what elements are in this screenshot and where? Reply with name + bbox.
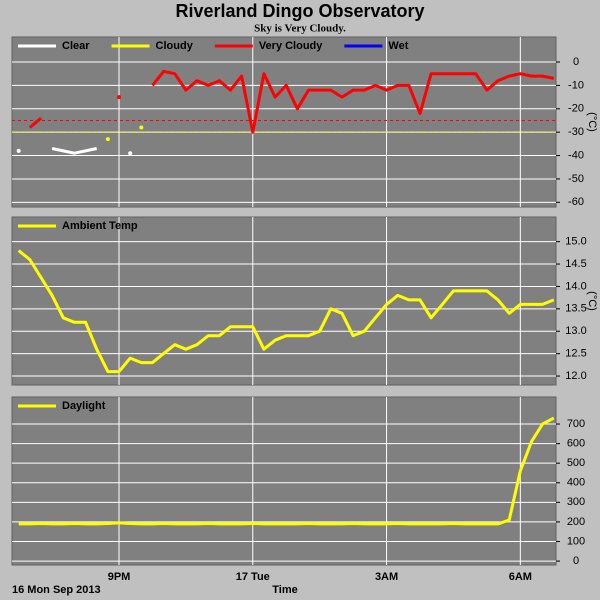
y-tick-label: 14.5 — [565, 258, 586, 270]
series-point — [105, 137, 110, 142]
y-tick-label: 500 — [567, 457, 585, 469]
y-tick-label: 13.0 — [565, 325, 586, 337]
y-tick-label: 12.0 — [565, 370, 586, 382]
y-tick-label: 400 — [567, 477, 585, 489]
plot-area — [11, 216, 557, 386]
y-tick-label: 700 — [567, 418, 585, 430]
y-tick-label: 0 — [573, 56, 579, 68]
x-tick-label: 3AM — [375, 571, 398, 583]
chart-title: Riverland Dingo Observatory — [175, 1, 424, 21]
y-tick-label: 12.5 — [565, 348, 586, 360]
y-tick-label: -60 — [568, 196, 584, 208]
y-tick-label: 100 — [567, 535, 585, 547]
legend-label: Wet — [388, 40, 408, 52]
y-tick-label: -40 — [568, 149, 584, 161]
series-point — [16, 148, 21, 153]
series-line — [17, 249, 555, 374]
date-label: 16 Mon Sep 2013 — [12, 584, 101, 596]
legend-label: Very Cloudy — [259, 40, 323, 52]
plot-area — [11, 396, 557, 566]
series-line — [18, 416, 555, 526]
legend-label: Clear — [62, 40, 90, 52]
y-tick-label: -10 — [568, 79, 584, 91]
x-axis-label: Time — [272, 584, 297, 596]
series-point — [128, 151, 133, 156]
y-tick-label: 600 — [567, 438, 585, 450]
x-tick-label: 6AM — [509, 571, 532, 583]
legend-label: Ambient Temp — [62, 220, 138, 232]
y-tick-label: -20 — [568, 103, 584, 115]
chart-subtitle: Sky is Very Cloudy. — [254, 23, 346, 35]
y-tick-label: 13.5 — [565, 303, 586, 315]
series-line — [28, 69, 555, 134]
x-tick-label: 17 Tue — [236, 571, 270, 583]
legend-label: Daylight — [62, 400, 106, 412]
series-point — [139, 125, 144, 130]
x-tick-label: 9PM — [108, 571, 131, 583]
y-axis-label: (°C) — [586, 112, 598, 132]
y-tick-label: 15.0 — [565, 236, 586, 248]
legend-label: Cloudy — [156, 40, 194, 52]
y-tick-label: -30 — [568, 126, 584, 138]
series-point — [117, 95, 122, 100]
y-tick-label: 300 — [567, 496, 585, 508]
y-tick-label: 14.0 — [565, 280, 586, 292]
y-tick-label: -50 — [568, 173, 584, 185]
y-tick-label: 0 — [573, 555, 579, 567]
y-tick-label: 200 — [567, 516, 585, 528]
y-axis-label: (°C) — [586, 291, 598, 311]
